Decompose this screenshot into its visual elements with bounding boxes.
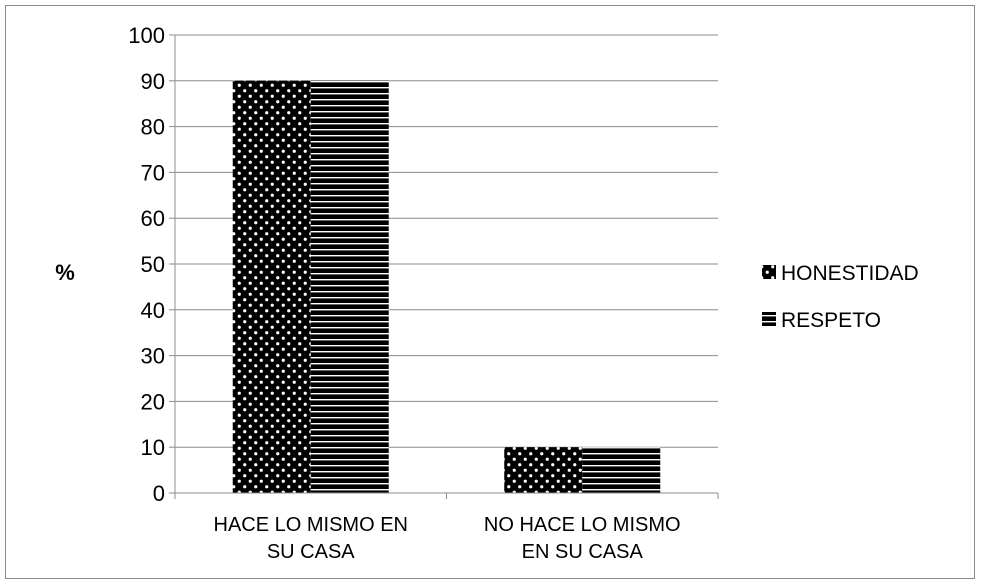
x-category-label: NO HACE LO MISMO: [484, 514, 681, 536]
x-category-label: HACE LO MISMO EN: [214, 514, 408, 536]
chart-frame: [5, 5, 975, 579]
legend: HONESTIDAD RESPETO: [762, 262, 919, 332]
bar-respeto: [582, 447, 661, 493]
labels: 0 10 20 30 40 50 60 70 80 90 100 HACE LO MISMO EN SU…: [55, 23, 680, 563]
y-tick-label: 40: [141, 298, 165, 323]
bar-respeto: [310, 80, 389, 494]
x-category-label: EN SU CASA: [522, 541, 644, 563]
y-tick-label: 20: [141, 389, 165, 414]
legend-label-honestidad: HONESTIDAD: [781, 262, 919, 285]
legend-swatch-honestidad: [762, 265, 776, 279]
y-tick-label: 0: [153, 481, 165, 506]
y-tick-label: 80: [141, 115, 165, 140]
y-tick-label: 70: [141, 160, 165, 185]
y-tick-label: 10: [141, 435, 165, 460]
x-category-label: SU CASA: [267, 541, 355, 563]
y-axis-title: %: [55, 260, 75, 285]
legend-swatch-respeto: [762, 312, 776, 326]
bars: [232, 80, 661, 494]
y-tick-label: 100: [128, 23, 165, 48]
y-tick-label: 90: [141, 69, 165, 94]
y-tick-label: 60: [141, 206, 165, 231]
y-tick-label: 30: [141, 344, 165, 369]
y-tick-label: 50: [141, 252, 165, 277]
axes: [169, 34, 719, 499]
bar-honestidad: [232, 80, 311, 494]
legend-label-respeto: RESPETO: [781, 309, 881, 332]
bar-honestidad: [504, 447, 583, 493]
